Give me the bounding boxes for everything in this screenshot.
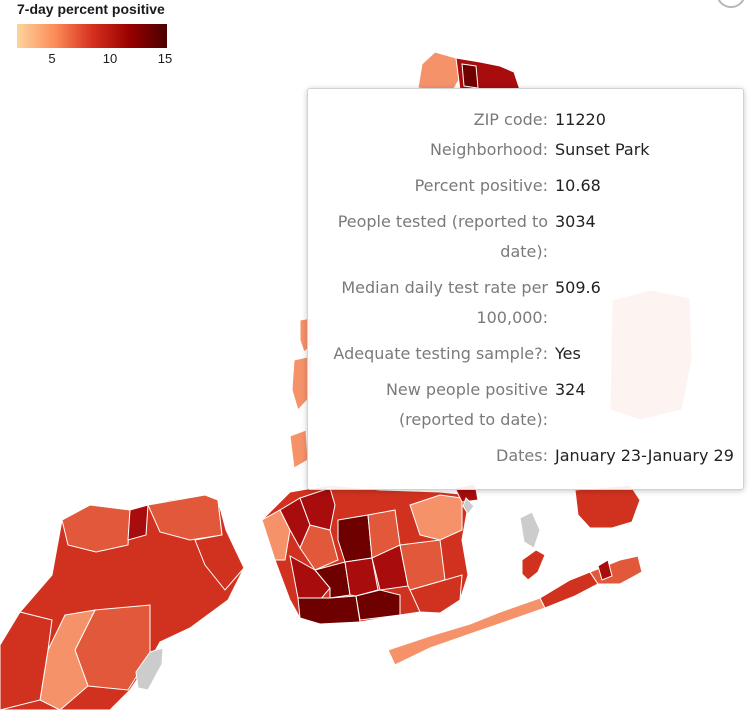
zip-area — [0, 611, 53, 711]
tooltip-row: ZIP code: 11220 — [308, 105, 734, 135]
tooltip-table: ZIP code: 11220 Neighborhood: Sunset Par… — [308, 105, 734, 477]
zip-area — [297, 595, 361, 625]
zip-area — [61, 504, 131, 553]
tooltip-value: Sunset Park — [555, 140, 650, 159]
tooltip-value: Yes — [555, 344, 581, 363]
legend: 7-day percent positive 5 10 15 — [0, 0, 200, 70]
brooklyn[interactable] — [261, 483, 479, 625]
tooltip-value: January 23-January 29 — [555, 446, 734, 465]
zip-area — [597, 559, 613, 581]
tooltip-row: New people positive (reported to date): … — [308, 375, 734, 441]
tooltip-label: ZIP code: — [473, 110, 548, 129]
tooltip-row: People tested (reported to date): 3034 — [308, 207, 734, 273]
tooltip-row: Neighborhood: Sunset Park — [308, 135, 734, 171]
legend-tick: 15 — [157, 51, 173, 66]
legend-tick: 10 — [102, 51, 118, 66]
zip-area — [299, 524, 339, 571]
zip-area — [289, 429, 309, 469]
zip-area — [289, 555, 331, 601]
legend-color-scale — [17, 24, 167, 48]
legend-gradient-bar — [17, 24, 167, 48]
tooltip-value: 324 — [555, 380, 586, 399]
zip-area — [355, 589, 401, 621]
queens-south[interactable] — [387, 484, 643, 666]
tooltip-value: 509.6 — [555, 278, 601, 297]
tooltip-label: Percent positive: — [414, 176, 548, 195]
zip-area — [135, 647, 164, 691]
zip-area — [521, 549, 546, 581]
zip-tooltip: ZIP code: 11220 Neighborhood: Sunset Par… — [307, 88, 744, 490]
zip-area — [519, 511, 541, 549]
tooltip-value: 11220 — [555, 110, 606, 129]
zip-area — [194, 499, 245, 591]
zip-area — [461, 63, 479, 89]
zip-area — [409, 574, 463, 614]
legend-title: 7-day percent positive — [17, 1, 165, 17]
zip-area — [574, 484, 641, 529]
tooltip-label: Median daily test rate per 100,000: — [341, 278, 548, 327]
zip-area — [462, 497, 475, 515]
tooltip-row: Median daily test rate per 100,000: 509.… — [308, 273, 734, 339]
staten-island[interactable] — [0, 494, 245, 711]
zip-area — [417, 51, 461, 93]
tooltip-value: 10.68 — [555, 176, 601, 195]
tooltip-label: Adequate testing sample?: — [333, 344, 548, 363]
tooltip-label: People tested (reported to date): — [337, 212, 548, 261]
legend-tick: 5 — [48, 51, 56, 66]
zip-area — [314, 561, 351, 599]
tooltip-row: Percent positive: 10.68 — [308, 171, 734, 207]
tooltip-row: Dates: January 23-January 29 — [308, 441, 734, 477]
tooltip-label: Neighborhood: — [429, 140, 548, 159]
tooltip-value: 3034 — [555, 212, 596, 231]
bronx[interactable] — [417, 51, 521, 93]
tooltip-label: New people positive (reported to date): — [385, 380, 548, 429]
zip-area — [539, 571, 599, 609]
tooltip-row: Adequate testing sample?: Yes — [308, 339, 734, 375]
zip-area — [337, 514, 373, 563]
tooltip-label: Dates: — [496, 446, 548, 465]
zip-area — [127, 504, 149, 541]
zip-area — [409, 494, 463, 541]
zip-area — [261, 509, 291, 561]
zip-area — [589, 555, 643, 585]
